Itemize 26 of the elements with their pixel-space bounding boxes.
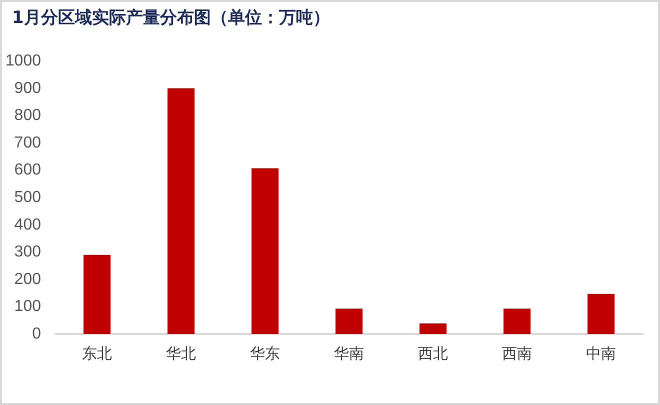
bar <box>168 88 194 334</box>
y-tick-label: 400 <box>14 216 42 234</box>
y-tick-label: 800 <box>14 107 42 124</box>
x-tick-label: 东北 <box>82 344 112 362</box>
x-tick-label: 中南 <box>586 344 616 362</box>
bar <box>588 294 614 334</box>
x-tick-label: 西北 <box>418 344 448 362</box>
y-tick-label: 300 <box>14 244 42 261</box>
bar <box>336 308 362 334</box>
y-tick-label: 0 <box>32 326 42 342</box>
y-tick-label: 200 <box>14 270 42 288</box>
y-tick-label: 500 <box>14 189 42 206</box>
y-tick-label: 600 <box>14 162 42 179</box>
bar <box>84 254 110 334</box>
bar <box>504 308 530 334</box>
bar <box>252 168 278 334</box>
x-tick-label: 华东 <box>250 344 280 362</box>
x-tick-label: 华北 <box>166 344 196 362</box>
chart-title: 1月分区域实际产量分布图（单位：万吨） <box>12 7 330 29</box>
y-tick-label: 100 <box>14 298 42 316</box>
x-tick-label: 华南 <box>334 344 364 362</box>
y-tick-label: 1000 <box>5 52 42 70</box>
bar <box>420 323 446 334</box>
y-tick-label: 700 <box>14 134 42 152</box>
y-tick-label: 900 <box>14 80 42 97</box>
x-tick-label: 西南 <box>502 344 532 362</box>
